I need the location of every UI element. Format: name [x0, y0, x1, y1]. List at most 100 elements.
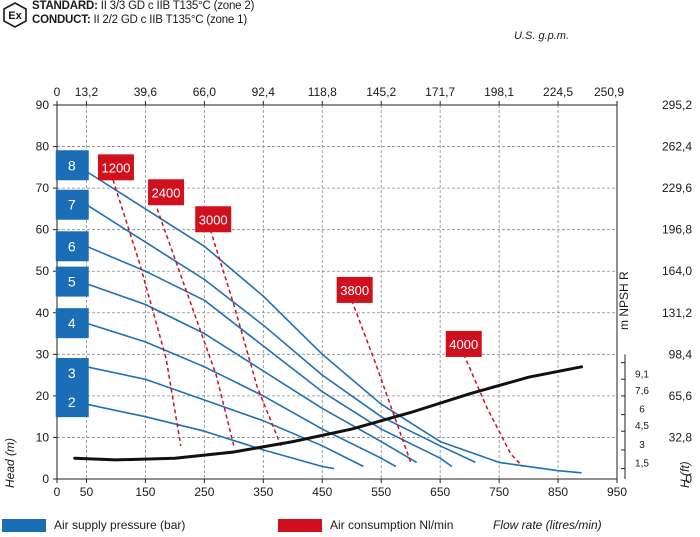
x-tick-label: 350	[253, 485, 273, 499]
y-tick-label: 10	[36, 430, 50, 444]
pressure-label-8: 8	[68, 157, 76, 173]
air-consumption-label-3000: 3000	[199, 212, 228, 227]
top-tick-label: 250,9	[594, 85, 624, 99]
pressure-label-box-6	[55, 231, 89, 262]
top-tick-label: 39,6	[134, 85, 158, 99]
air-consumption-box-3000	[195, 206, 232, 233]
x-tick-label: 250	[194, 485, 214, 499]
pressure-label-box-8	[55, 150, 89, 181]
x-tick-label: 550	[371, 485, 391, 499]
pressure-curve-5	[86, 282, 418, 464]
air-consumption-line-1200	[112, 179, 182, 446]
legend-air-consumption-label: Air consumption Nl/min	[330, 518, 454, 532]
npsh-curve	[73, 365, 584, 462]
right-ft-tick-label: 262,4	[662, 140, 692, 154]
top-tick-label: 0	[54, 85, 61, 99]
pressure-label-2: 2	[68, 394, 76, 410]
right-ft-tick-label: 98,4	[669, 347, 693, 361]
standard-text: II 3/3 GD c IIB T135°C (zone 2)	[97, 0, 255, 12]
air-consumption-label-1200: 1200	[101, 160, 130, 175]
pressure-label-box-5	[55, 266, 89, 297]
pressure-curve-4	[86, 322, 397, 468]
right-ft-tick-label: 229,6	[662, 181, 692, 195]
y-tick-label: 40	[36, 306, 50, 320]
air-consumption-box-1200	[97, 154, 134, 181]
certification-header: Ex STANDARD: II 3/3 GD c IIB T135°C (zon…	[0, 0, 360, 30]
air-consumption-box-3800	[336, 276, 373, 303]
top-tick-label: 13,2	[75, 85, 99, 99]
x-tick-label: 150	[135, 485, 155, 499]
top-tick-label: 198,1	[484, 85, 514, 99]
npsh-tick-label: 9,1	[635, 369, 649, 380]
y-tick-label: 80	[36, 140, 50, 154]
top-tick-label: 92,4	[252, 85, 276, 99]
top-tick-label: 171,7	[425, 85, 455, 99]
air-consumption-line-4000	[463, 354, 524, 468]
standard-label: STANDARD:	[32, 0, 98, 12]
y-tick-label: 30	[36, 347, 50, 361]
pressure-label-7: 7	[68, 197, 76, 213]
x-tick-label: 650	[430, 485, 450, 499]
top-tick-label: 118,8	[308, 85, 337, 99]
x-tick-label: 450	[312, 485, 332, 499]
conduct-label: CONDUCT:	[32, 14, 91, 26]
air-consumption-box-2400	[148, 179, 185, 206]
standard-line: STANDARD: II 3/3 GD c IIB T135°C (zone 2…	[32, 0, 254, 12]
air-consumption-box-4000	[445, 330, 482, 357]
pressure-label-6: 6	[68, 238, 76, 254]
legend-air-supply-label: Air supply pressure (bar)	[54, 518, 186, 532]
right-ft-tick-label: 65,6	[669, 389, 693, 403]
right-ft-tick-label: 295,2	[662, 98, 692, 112]
x-tick-label: 950	[607, 485, 627, 499]
right-ft-tick-label: 131,2	[662, 306, 692, 320]
pressure-label-box-4	[55, 308, 89, 339]
ex-symbol-text: Ex	[8, 10, 22, 22]
top-tick-label: 224,5	[543, 85, 573, 99]
y-tick-label: 50	[36, 264, 50, 278]
flow-axis-title: Flow rate (litres/min)	[493, 518, 602, 532]
pressure-label-5: 5	[68, 274, 76, 290]
air-consumption-label-4000: 4000	[449, 337, 478, 352]
air-consumption-label-2400: 2400	[152, 185, 181, 200]
right-ft-tick-label: 164,0	[662, 264, 692, 278]
right-ft-tick-label: 196,8	[662, 223, 692, 237]
right-ft-tick-label: 0	[685, 472, 692, 486]
npsh-tick-label: 3	[639, 440, 645, 451]
pressure-curve-6	[86, 245, 453, 468]
npsh-tick-label: 4,5	[635, 421, 649, 432]
ex-hexagon-icon: Ex	[3, 2, 27, 28]
x-tick-label: 850	[548, 485, 568, 499]
pressure-label-4: 4	[68, 315, 76, 331]
pressure-label-3: 3	[68, 365, 76, 381]
pressure-curve-3	[86, 366, 364, 468]
pressure-label-box-7	[55, 189, 89, 220]
conduct-line: CONDUCT: II 2/2 GD c IIB T135°C (zone 1)	[32, 14, 247, 26]
air-consumption-line-3000	[209, 229, 282, 447]
x-tick-label: 750	[489, 485, 509, 499]
npsh-tick-label: 7,6	[635, 386, 649, 397]
y-tick-label: 0	[42, 472, 49, 486]
pressure-label-box-3	[55, 358, 89, 389]
top-tick-label: 145,2	[366, 85, 396, 99]
air-consumption-line-3800	[350, 300, 412, 463]
head-axis-title: Head (m)	[3, 437, 17, 488]
pressure-curve-8	[86, 170, 582, 474]
top-axis-unit: U.S. g.p.m.	[514, 30, 570, 42]
top-tick-label: 66,0	[193, 85, 217, 99]
y-tick-label: 70	[36, 181, 50, 195]
air-consumption-label-3800: 3800	[340, 283, 369, 298]
y-tick-label: 60	[36, 223, 50, 237]
air-consumption-line-2400	[156, 208, 235, 446]
x-tick-label: 0	[54, 485, 61, 499]
pressure-label-box-2	[55, 387, 89, 418]
npsh-tick-label: 1,5	[635, 459, 649, 470]
x-tick-label: 50	[80, 485, 94, 499]
legend-blue-swatch	[2, 519, 46, 532]
right-ft-tick-label: 32,8	[669, 430, 693, 444]
y-tick-label: 90	[36, 98, 50, 112]
y-tick-label: 20	[36, 389, 50, 403]
pressure-curve-7	[86, 204, 476, 464]
pressure-curve-2	[86, 403, 335, 470]
conduct-text: II 2/2 GD c IIB T135°C (zone 1)	[90, 14, 247, 26]
